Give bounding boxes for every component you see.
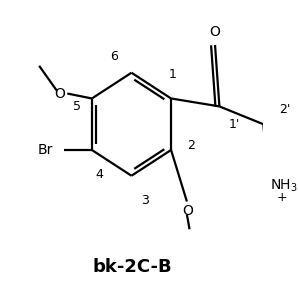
Text: 2: 2 [187,138,195,152]
Text: 2': 2' [279,103,291,116]
Text: 4: 4 [95,168,103,181]
Text: O: O [209,25,221,39]
Text: 5: 5 [73,100,81,113]
Text: O: O [55,86,66,100]
Text: +: + [277,191,287,204]
Text: NH$_3$: NH$_3$ [269,178,297,194]
Text: 3: 3 [141,193,149,207]
Text: 1': 1' [228,118,240,131]
Text: O: O [182,205,193,219]
Text: 6: 6 [111,50,118,63]
Text: Br: Br [38,143,53,157]
Text: bk-2C-B: bk-2C-B [93,258,172,276]
Text: 1: 1 [169,68,177,81]
